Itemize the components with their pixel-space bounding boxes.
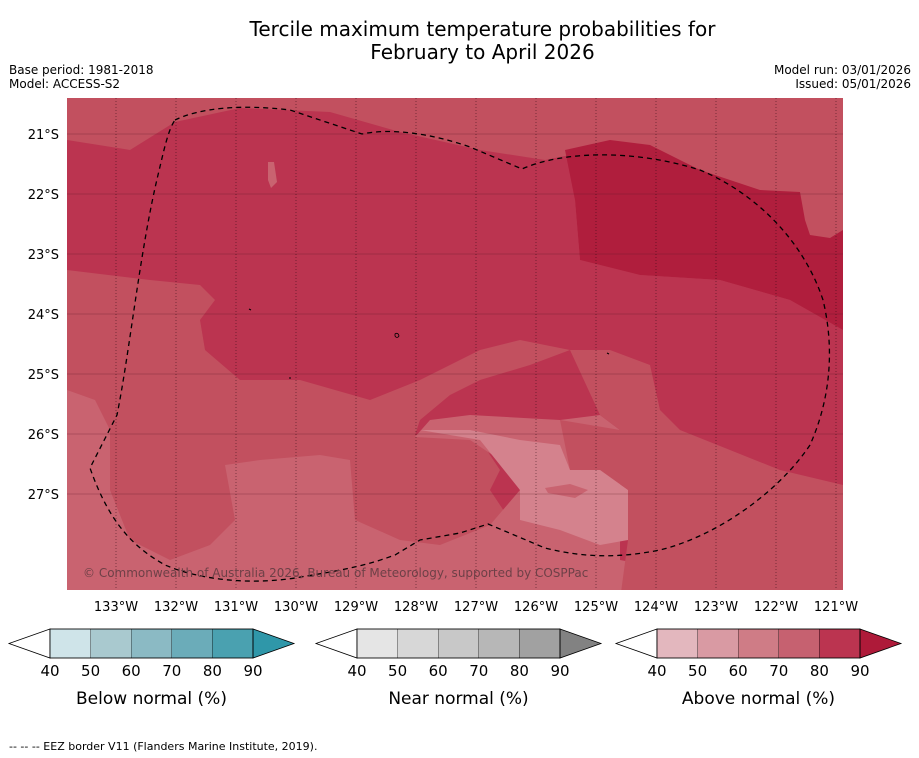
longitude-label: 124°W <box>634 600 678 615</box>
colorbar-segment <box>697 628 739 659</box>
eez-legend-note: -- -- -- EEZ border V11 (Flanders Marine… <box>9 740 318 753</box>
island-marker <box>248 308 252 311</box>
latitude-label: 26°S <box>28 428 59 443</box>
colorbar-tick: 70 <box>162 662 181 680</box>
colorbar-segment <box>212 628 254 659</box>
colorbar-extend-low <box>7 628 51 659</box>
colorbar-1: 40 50 60 70 80 90 Below normal (%) <box>7 628 296 709</box>
colorbar-label: Near normal (%) <box>388 689 528 709</box>
colorbar-extend-high <box>252 628 296 659</box>
colorbar-segment <box>819 628 861 659</box>
region-above-70-west <box>67 98 260 150</box>
colorbar-segment <box>656 628 698 659</box>
colorbar-tick: 50 <box>688 662 707 680</box>
region-above-60-sliver <box>268 162 277 188</box>
colorbar-tick: 60 <box>429 662 448 680</box>
colorbar-tick: 70 <box>469 662 488 680</box>
meta-left: Base period: 1981-2018 Model: ACCESS-S2 <box>9 63 154 91</box>
colorbar-segment <box>49 628 91 659</box>
region-above-60-small-patch <box>545 484 588 498</box>
title-line-1: Tercile maximum temperature probabilitie… <box>249 17 716 41</box>
colorbar-segment <box>356 628 398 659</box>
copyright-text: © Commonwealth of Australia 2026, Bureau… <box>83 566 588 580</box>
issued-date: Issued: 05/01/2026 <box>795 77 911 91</box>
probability-map <box>67 98 843 590</box>
colorbar-extend-low <box>614 628 658 659</box>
colorbar-tick: 80 <box>810 662 829 680</box>
region-above-90-east <box>565 140 843 330</box>
colorbar-segment <box>478 628 520 659</box>
colorbar-label: Below normal (%) <box>76 689 227 709</box>
meta-right: Model run: 03/01/2026 Issued: 05/01/2026 <box>774 63 911 91</box>
colorbar-segment <box>90 628 132 659</box>
colorbar-tick: 70 <box>769 662 788 680</box>
chart-title: Tercile maximum temperature probabilitie… <box>0 18 919 64</box>
longitude-label: 122°W <box>754 600 798 615</box>
longitude-label: 130°W <box>274 600 318 615</box>
title-line-2: February to April 2026 <box>370 40 595 64</box>
colorbar-tick: 40 <box>647 662 666 680</box>
colorbars: 40 50 60 70 80 90 Below normal (%) 40 50 60 70 80 90… <box>7 628 903 709</box>
colorbar-tick: 90 <box>550 662 569 680</box>
region-above-50-patch <box>420 430 628 545</box>
colorbar-segment <box>397 628 439 659</box>
colorbar-segment <box>519 628 561 659</box>
colorbar-tick: 60 <box>122 662 141 680</box>
colorbar-segment <box>778 628 820 659</box>
longitude-label: 125°W <box>574 600 618 615</box>
longitude-label: 128°W <box>394 600 438 615</box>
colorbar-tick: 80 <box>510 662 529 680</box>
colorbar-tick: 50 <box>388 662 407 680</box>
latitude-label: 27°S <box>28 488 59 503</box>
colorbar-extend-high <box>559 628 603 659</box>
latitude-labels: 21°S 22°S 23°S 24°S 25°S 26°S 27°S <box>28 128 59 503</box>
longitude-label: 121°W <box>814 600 858 615</box>
longitude-label: 123°W <box>694 600 738 615</box>
colorbar-tick: 40 <box>347 662 366 680</box>
longitude-label: 127°W <box>454 600 498 615</box>
longitude-label: 131°W <box>214 600 258 615</box>
colorbar-tick: 90 <box>243 662 262 680</box>
model-name: Model: ACCESS-S2 <box>9 77 121 91</box>
base-period: Base period: 1981-2018 <box>9 63 154 77</box>
longitude-label: 132°W <box>154 600 198 615</box>
latitude-label: 22°S <box>28 188 59 203</box>
colorbar-2: 40 50 60 70 80 90 Near normal (%) <box>314 628 603 709</box>
colorbar-label: Above normal (%) <box>682 689 835 709</box>
map-graticule <box>67 98 843 590</box>
longitude-label: 133°W <box>94 600 138 615</box>
island-marker <box>394 332 400 338</box>
colorbar-tick: 60 <box>729 662 748 680</box>
longitude-label: 129°W <box>334 600 378 615</box>
colorbar-segment <box>438 628 479 659</box>
colorbar-tick: 80 <box>203 662 222 680</box>
colorbar-extend-low <box>314 628 358 659</box>
region-above-70-southeast <box>560 350 843 590</box>
island-marker <box>606 352 610 355</box>
longitude-labels: 133°W 132°W 131°W 130°W 129°W 128°W 127°W 126°W… <box>94 600 858 615</box>
colorbar-segment <box>131 628 172 659</box>
latitude-label: 21°S <box>28 128 59 143</box>
latitude-label: 24°S <box>28 308 59 323</box>
longitude-label: 126°W <box>514 600 558 615</box>
colorbar-segment <box>738 628 779 659</box>
colorbar-segment <box>171 628 213 659</box>
colorbar-extend-high <box>859 628 903 659</box>
colorbar-tick: 90 <box>850 662 869 680</box>
latitude-label: 23°S <box>28 248 59 263</box>
eez-border-line <box>89 106 831 582</box>
colorbar-tick: 50 <box>81 662 100 680</box>
latitude-label: 25°S <box>28 368 59 383</box>
model-run: Model run: 03/01/2026 <box>773 63 911 77</box>
colorbar-tick: 40 <box>40 662 59 680</box>
colorbar-3: 40 50 60 70 80 90 Above normal (%) <box>614 628 903 709</box>
